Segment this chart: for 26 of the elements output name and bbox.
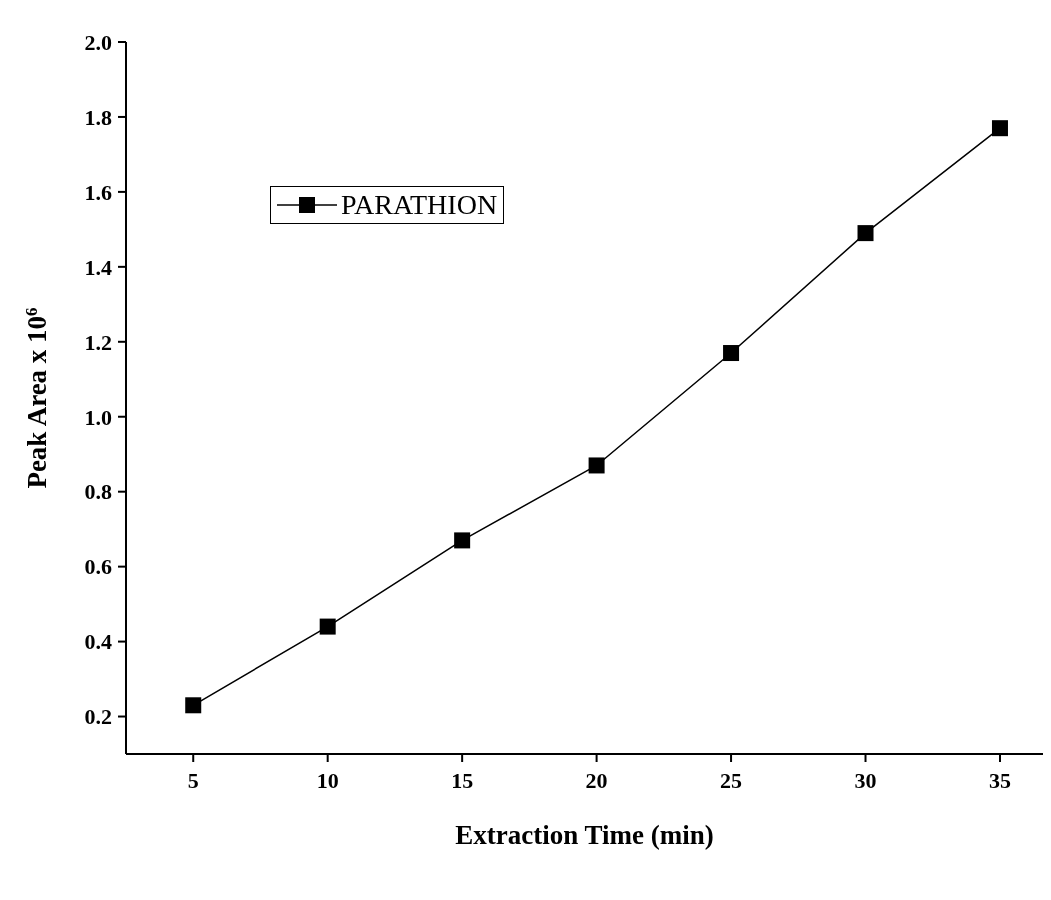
x-tick-label: 20	[585, 767, 608, 793]
y-tick-label: 0.2	[84, 704, 112, 730]
x-tick-label: 5	[187, 767, 199, 793]
legend-label: PARATHION	[341, 189, 498, 221]
y-tick-label: 1.8	[84, 104, 112, 130]
point	[723, 345, 740, 362]
point	[319, 618, 336, 635]
y-tick-label: 1.2	[84, 329, 112, 355]
x-tick-label: 30	[854, 767, 877, 793]
x-tick-label: 10	[316, 767, 339, 793]
x-tick-label: 25	[720, 767, 743, 793]
y-tick-label: 0.4	[84, 629, 112, 655]
y-tick-label: 2.0	[84, 29, 112, 55]
y-tick-label: 0.8	[84, 479, 112, 505]
point	[991, 120, 1008, 137]
x-tick-label: 35	[988, 767, 1011, 793]
point	[454, 532, 471, 549]
point	[857, 225, 874, 242]
point	[588, 457, 605, 474]
y-tick-label: 1.4	[84, 254, 112, 280]
y-tick-label: 1.6	[84, 179, 112, 205]
x-tick-label: 15	[451, 767, 474, 793]
y-tick-label: 1.0	[84, 404, 112, 430]
y-tick-label: 0.6	[84, 554, 112, 580]
x-axis-title: Extraction Time (min)	[455, 820, 714, 850]
point	[185, 697, 202, 714]
